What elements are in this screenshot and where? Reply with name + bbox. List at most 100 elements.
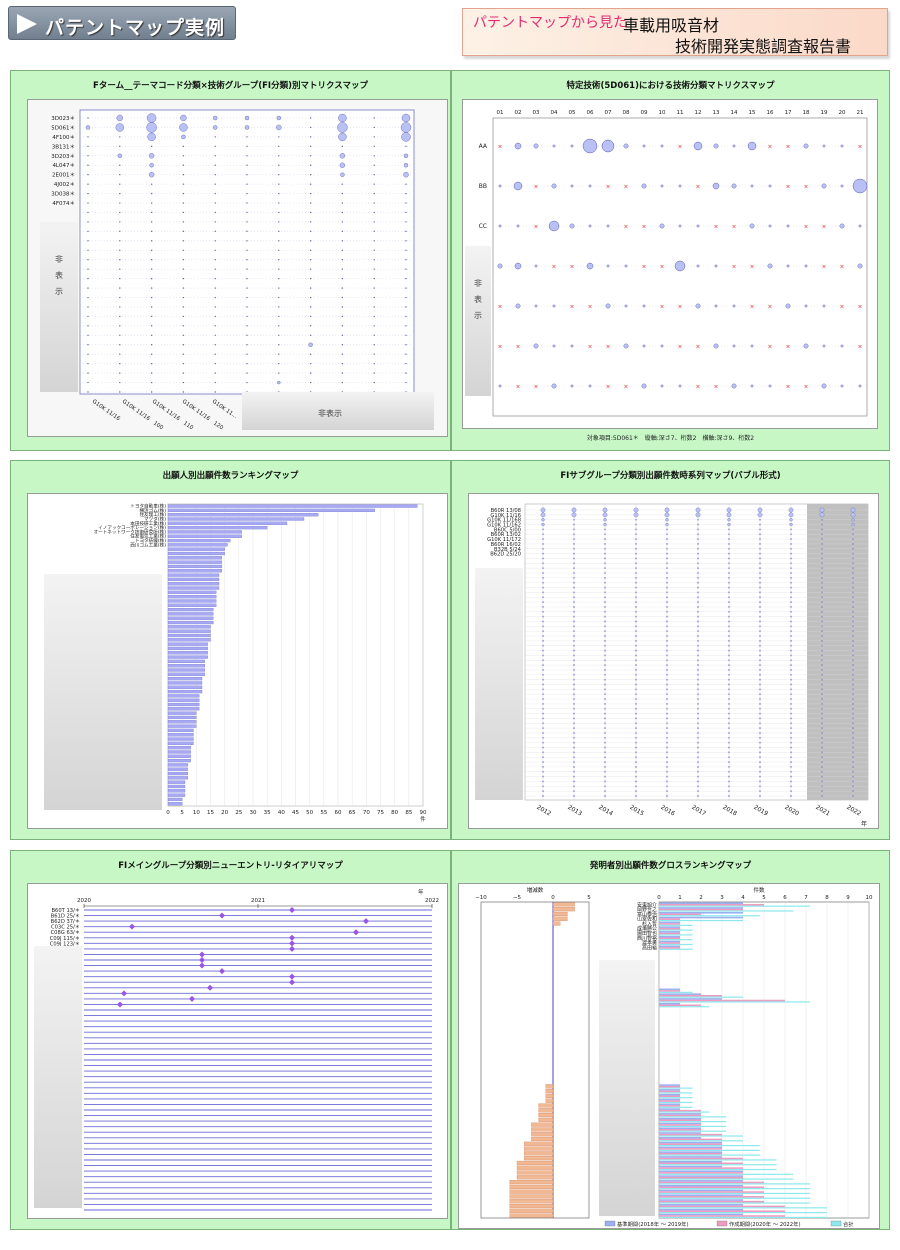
dot — [150, 353, 153, 355]
bubble — [635, 756, 637, 759]
total-bar — [659, 1154, 760, 1156]
bubble — [821, 712, 823, 715]
base-bar — [659, 921, 680, 924]
bubble — [542, 727, 544, 729]
bubble — [790, 533, 792, 536]
cross-mark: × — [641, 224, 646, 231]
bar — [167, 603, 217, 607]
bubble — [697, 577, 699, 579]
bubble — [697, 775, 699, 778]
bubble — [540, 512, 546, 518]
bubble — [790, 775, 792, 778]
dot — [119, 296, 121, 299]
bubble — [852, 640, 854, 642]
bar — [167, 573, 220, 577]
bubble — [666, 601, 668, 603]
dot — [119, 287, 121, 289]
dot — [405, 277, 407, 280]
chart2-title: 特定技術(5D061)における技術分類マトリクスマップ — [566, 81, 775, 91]
bar — [167, 517, 305, 521]
bubble — [542, 790, 544, 793]
bubble — [588, 184, 592, 188]
bubble — [790, 746, 792, 749]
bubble — [759, 581, 761, 584]
fi-label: G10K 11/16 — [490, 513, 521, 519]
total-bar — [659, 1001, 811, 1003]
bar — [167, 616, 214, 620]
bubble — [542, 567, 544, 570]
bubble — [635, 703, 637, 705]
bubble — [573, 785, 575, 788]
dot — [214, 306, 216, 308]
bubble — [728, 669, 730, 671]
dot — [150, 240, 153, 242]
bubble — [542, 659, 544, 662]
bubble — [542, 538, 544, 540]
bubble — [604, 586, 606, 589]
bubble — [573, 780, 575, 783]
bubble — [635, 712, 637, 715]
bubble — [635, 673, 637, 676]
bubble — [624, 264, 628, 268]
bubble — [541, 518, 545, 522]
bubble — [573, 770, 575, 773]
bubble — [542, 746, 544, 749]
total-bar — [659, 910, 794, 912]
base-bar — [659, 1180, 743, 1182]
bubble — [759, 780, 761, 783]
page-header: パテントマップ実例 パテントマップから見た 車載用吸音材 技術開発実態調査報告書 — [0, 0, 900, 62]
dot — [373, 145, 375, 148]
col-label: 04 — [551, 110, 558, 116]
bubble — [573, 746, 575, 749]
bubble — [728, 712, 730, 715]
bubble — [573, 635, 575, 637]
bar — [167, 607, 214, 612]
bubble — [542, 751, 544, 754]
col-label: 09 — [641, 110, 648, 116]
total-bar — [659, 1164, 777, 1166]
cross-mark: × — [749, 264, 754, 271]
diff-bar — [552, 921, 561, 926]
bubble — [749, 223, 755, 229]
col-label: 13 — [713, 110, 720, 116]
bubble — [697, 649, 699, 652]
tick-label: 35 — [264, 810, 271, 816]
dot — [150, 287, 153, 289]
dot — [119, 183, 121, 185]
dot — [373, 381, 375, 384]
bubble — [759, 741, 761, 744]
bubble — [542, 601, 544, 603]
dot — [405, 325, 407, 327]
dot — [182, 353, 185, 355]
bubble — [571, 507, 577, 513]
year-label: 2020 — [783, 804, 800, 818]
dot — [278, 230, 280, 233]
bubble — [728, 640, 730, 642]
current-bar — [659, 903, 764, 906]
bubble — [695, 512, 701, 518]
dot — [278, 249, 280, 251]
applicant-name: 西川ゴム工業(株) — [130, 541, 166, 548]
dot — [182, 155, 185, 157]
dot — [182, 277, 185, 280]
total-bar — [659, 1092, 693, 1094]
bubble — [852, 610, 854, 613]
bubble — [852, 707, 854, 710]
col-label: 12 — [695, 110, 702, 116]
bubble — [697, 518, 699, 521]
bubble — [759, 688, 761, 691]
dot — [341, 145, 344, 148]
dot — [119, 353, 121, 355]
base-bar — [659, 1127, 701, 1130]
dot — [87, 230, 89, 233]
bubble — [697, 567, 699, 570]
unit-label: 件 — [420, 815, 426, 823]
total-bar — [659, 991, 693, 993]
bubble — [821, 688, 823, 691]
dot — [278, 334, 280, 337]
bubble — [635, 518, 637, 521]
panel-5d061-matrix: 特定技術(5D061)における技術分類マトリクスマップ 01 02 03 04 05 06… — [451, 70, 890, 451]
bubble — [664, 512, 670, 518]
bubble — [821, 644, 823, 647]
bubble — [790, 678, 792, 681]
